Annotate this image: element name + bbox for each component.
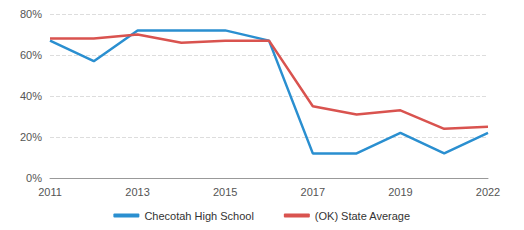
- svg-text:2019: 2019: [388, 186, 412, 198]
- svg-text:2022: 2022: [476, 186, 500, 198]
- svg-text:0%: 0%: [26, 172, 42, 184]
- svg-text:80%: 80%: [20, 8, 42, 20]
- svg-text:(OK) State Average: (OK) State Average: [315, 210, 410, 222]
- svg-text:2013: 2013: [125, 186, 149, 198]
- svg-text:20%: 20%: [20, 131, 42, 143]
- svg-text:2015: 2015: [213, 186, 237, 198]
- svg-text:Checotah High School: Checotah High School: [144, 210, 253, 222]
- svg-text:40%: 40%: [20, 90, 42, 102]
- svg-text:2011: 2011: [38, 186, 62, 198]
- svg-text:2017: 2017: [301, 186, 325, 198]
- svg-text:60%: 60%: [20, 49, 42, 61]
